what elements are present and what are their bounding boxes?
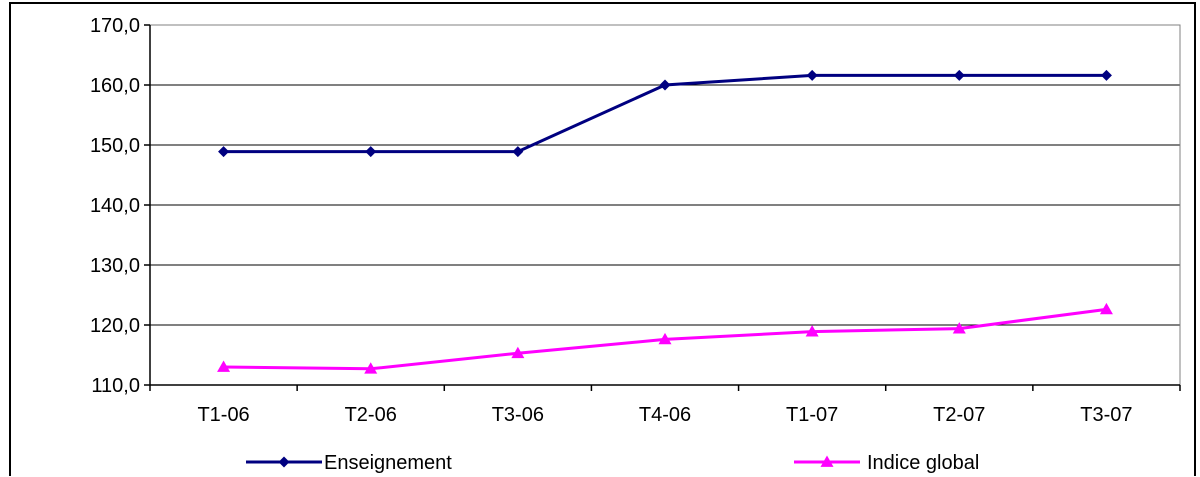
axes: 110,0 120,0 130,0 140,0 150,0 160,0 170,0 T1-06… <box>90 15 1181 426</box>
data-point-indice-global <box>805 325 819 337</box>
x-tick-label: T4-06 <box>639 404 691 426</box>
data-point-enseignement <box>218 146 230 158</box>
legend-swatch-marker <box>820 455 834 467</box>
x-tick-label: T1-07 <box>786 404 838 426</box>
x-tick-label: T2-07 <box>933 404 985 426</box>
data-point-enseignement <box>1100 69 1112 81</box>
y-tick-label: 110,0 <box>91 375 140 397</box>
data-point-indice-global <box>217 360 231 372</box>
x-tick-label: T3-07 <box>1080 404 1132 426</box>
x-tick-label: T1-06 <box>197 404 249 426</box>
x-tick-label: T2-06 <box>345 404 397 426</box>
y-tick-label: 170,0 <box>90 15 140 37</box>
y-tick-label: 150,0 <box>90 135 140 157</box>
data-point-indice-global <box>511 346 525 359</box>
series-indice-global <box>217 302 1113 374</box>
legend-item-enseignement: Enseignement <box>246 452 452 474</box>
legend: Enseignement Indice global <box>246 452 979 474</box>
data-point-enseignement <box>953 69 965 81</box>
y-tick-label: 160,0 <box>90 75 140 97</box>
legend-swatch-marker <box>278 456 290 468</box>
legend-label: Enseignement <box>324 452 452 474</box>
gridlines <box>150 24 1180 326</box>
y-tick-label: 120,0 <box>90 315 140 337</box>
legend-label: Indice global <box>867 452 979 474</box>
data-point-enseignement <box>512 146 524 158</box>
data-point-indice-global <box>952 322 966 334</box>
data-point-enseignement <box>806 69 818 81</box>
data-point-enseignement <box>365 146 377 158</box>
chart-frame <box>9 2 1196 476</box>
data-point-indice-global <box>658 332 672 345</box>
y-tick-label: 140,0 <box>90 195 140 217</box>
data-point-indice-global <box>1099 302 1113 315</box>
series-enseignement <box>218 69 1112 158</box>
data-point-enseignement <box>659 79 671 91</box>
series <box>217 69 1113 374</box>
legend-item-indice-global: Indice global <box>794 452 979 474</box>
x-tick-label: T3-06 <box>492 404 544 426</box>
data-point-indice-global <box>364 362 378 374</box>
y-tick-label: 130,0 <box>90 255 140 277</box>
